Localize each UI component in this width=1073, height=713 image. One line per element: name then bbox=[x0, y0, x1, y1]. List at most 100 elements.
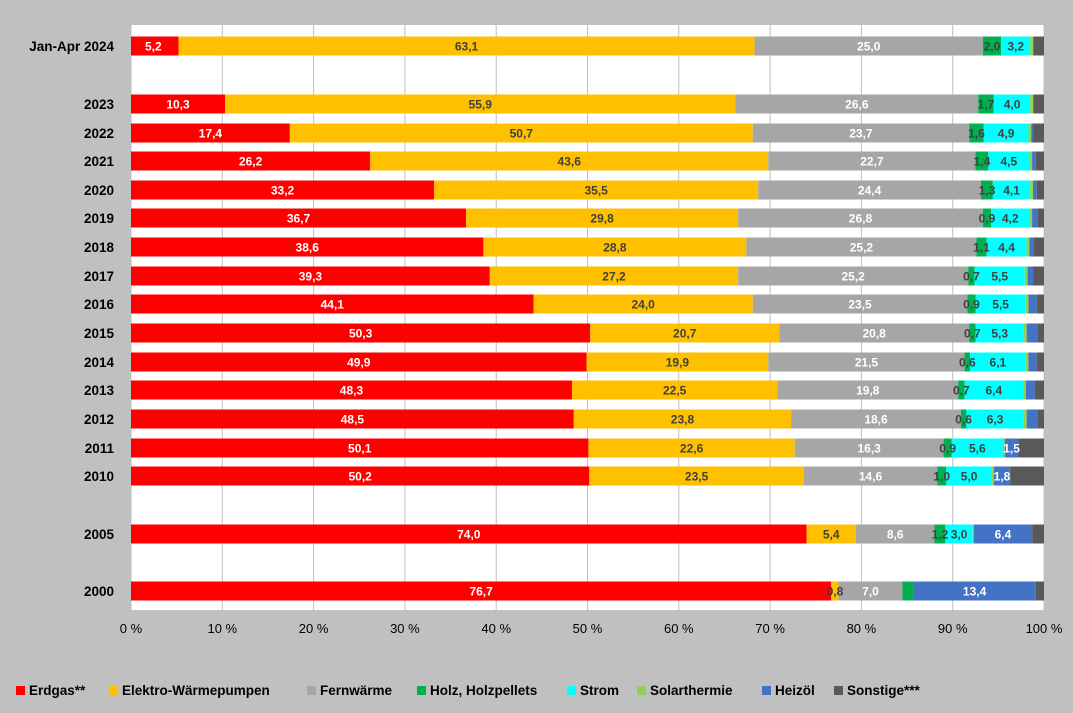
data-label: 5,5 bbox=[991, 270, 1008, 284]
data-label: 38,6 bbox=[296, 241, 320, 255]
legend-label: Erdgas** bbox=[29, 683, 86, 698]
bar-segment bbox=[131, 466, 590, 486]
bar-segment bbox=[1028, 352, 1037, 372]
data-label: 49,9 bbox=[347, 356, 371, 370]
bar-segment bbox=[1035, 581, 1044, 601]
bar-segment bbox=[791, 409, 961, 429]
data-label: 1,6 bbox=[968, 127, 985, 141]
legend-swatch bbox=[762, 686, 771, 695]
bar-segment bbox=[533, 294, 753, 314]
legend-item: Holz, Holzpellets bbox=[417, 683, 537, 698]
data-label: 26,8 bbox=[849, 212, 873, 226]
bar-segment bbox=[1032, 208, 1038, 228]
data-label: 1,1 bbox=[973, 241, 990, 255]
data-label: 0,7 bbox=[953, 384, 970, 398]
data-label: 14,6 bbox=[859, 470, 883, 484]
data-label: 39,3 bbox=[299, 270, 323, 284]
x-tick-label: 80 % bbox=[847, 621, 877, 636]
bar-segment bbox=[1029, 151, 1033, 171]
data-label: 1,5 bbox=[1003, 442, 1020, 456]
data-label: 0,7 bbox=[964, 327, 981, 341]
legend-swatch bbox=[16, 686, 25, 695]
bar-segment bbox=[958, 380, 965, 400]
x-tick-label: 50 % bbox=[573, 621, 603, 636]
bar-segment bbox=[982, 208, 992, 228]
bar-segment bbox=[590, 323, 780, 343]
bar-segment bbox=[735, 94, 979, 114]
legend-label: Holz, Holzpellets bbox=[430, 683, 537, 698]
bar-segment bbox=[838, 581, 903, 601]
bar-segment bbox=[794, 438, 944, 458]
data-label: 1,8 bbox=[994, 470, 1011, 484]
legend-label: Solarthermie bbox=[650, 683, 733, 698]
legend-swatch bbox=[109, 686, 118, 695]
x-tick-label: 90 % bbox=[938, 621, 968, 636]
data-label: 25,2 bbox=[842, 270, 866, 284]
bar-segment bbox=[1026, 409, 1038, 429]
legend-item: Strom bbox=[567, 683, 619, 698]
bar-segment bbox=[1004, 438, 1019, 458]
data-label: 29,8 bbox=[590, 212, 614, 226]
data-label: 5,2 bbox=[145, 40, 162, 54]
data-label: 22,6 bbox=[680, 442, 704, 456]
x-tick-label: 30 % bbox=[390, 621, 420, 636]
bar-segment bbox=[969, 323, 976, 343]
bar-segment bbox=[1031, 123, 1034, 143]
data-label: 50,2 bbox=[348, 470, 372, 484]
bar-segment bbox=[992, 180, 1031, 200]
category-label: 2012 bbox=[84, 412, 114, 427]
bar-segment bbox=[968, 266, 975, 286]
bar-segment bbox=[758, 180, 982, 200]
bar-segment bbox=[131, 208, 467, 228]
bar-segment bbox=[131, 380, 572, 400]
legend-swatch bbox=[417, 686, 426, 695]
data-label: 6,4 bbox=[995, 528, 1012, 542]
data-label: 0,6 bbox=[959, 356, 976, 370]
data-label: 22,5 bbox=[663, 384, 687, 398]
data-label: 28,8 bbox=[603, 241, 627, 255]
legend: Erdgas** Elektro-Wärmepumpen Fernwärme Holz… bbox=[16, 683, 921, 698]
data-label: 5,4 bbox=[823, 528, 840, 542]
bar-segment bbox=[1030, 94, 1034, 114]
data-label: 1,2 bbox=[932, 528, 949, 542]
bar-segment bbox=[131, 524, 807, 544]
data-label: 24,4 bbox=[858, 184, 882, 198]
bar-segment bbox=[970, 352, 1026, 372]
data-label: 23,5 bbox=[685, 470, 709, 484]
bar-segment bbox=[131, 36, 179, 56]
legend-label: Elektro-Wärmepumpen bbox=[122, 683, 270, 698]
bar-segment bbox=[1018, 438, 1044, 458]
data-label: 6,3 bbox=[987, 413, 1004, 427]
data-label: 1,7 bbox=[978, 98, 995, 112]
bar-segment bbox=[466, 208, 739, 228]
data-label: 2,0 bbox=[984, 40, 1001, 54]
bar-segment bbox=[752, 294, 968, 314]
legend-label: Sonstige*** bbox=[847, 683, 921, 698]
bar-segment bbox=[1028, 123, 1032, 143]
data-label: 20,7 bbox=[673, 327, 697, 341]
bar-segment bbox=[131, 237, 484, 257]
bar-segment bbox=[1029, 208, 1033, 228]
bar-segment bbox=[1033, 180, 1037, 200]
bar-segment bbox=[972, 524, 974, 544]
bar-segment bbox=[1028, 294, 1037, 314]
bar-segment bbox=[978, 94, 994, 114]
bar-segment bbox=[981, 180, 993, 200]
legend-label: Strom bbox=[580, 683, 619, 698]
data-label: 19,8 bbox=[856, 384, 880, 398]
bar-segment bbox=[589, 466, 804, 486]
bar-segment bbox=[982, 36, 1002, 56]
bar-segment bbox=[434, 180, 759, 200]
bar-segment bbox=[1023, 380, 1026, 400]
bar-segment bbox=[225, 94, 736, 114]
bar-segment bbox=[131, 266, 490, 286]
x-tick-labels: 0 % 10 % 20 % 30 % 40 % 50 % 60 % 70 % 80 % 90 % 1… bbox=[120, 621, 1063, 636]
data-label: 63,1 bbox=[455, 40, 479, 54]
bar-segment bbox=[976, 237, 987, 257]
bar-segment bbox=[975, 323, 1024, 343]
data-label: 4,2 bbox=[1002, 212, 1019, 226]
category-label: 2023 bbox=[84, 97, 115, 112]
bar-segment bbox=[986, 237, 1027, 257]
bar-segment bbox=[969, 123, 984, 143]
data-label: 6,4 bbox=[985, 384, 1002, 398]
